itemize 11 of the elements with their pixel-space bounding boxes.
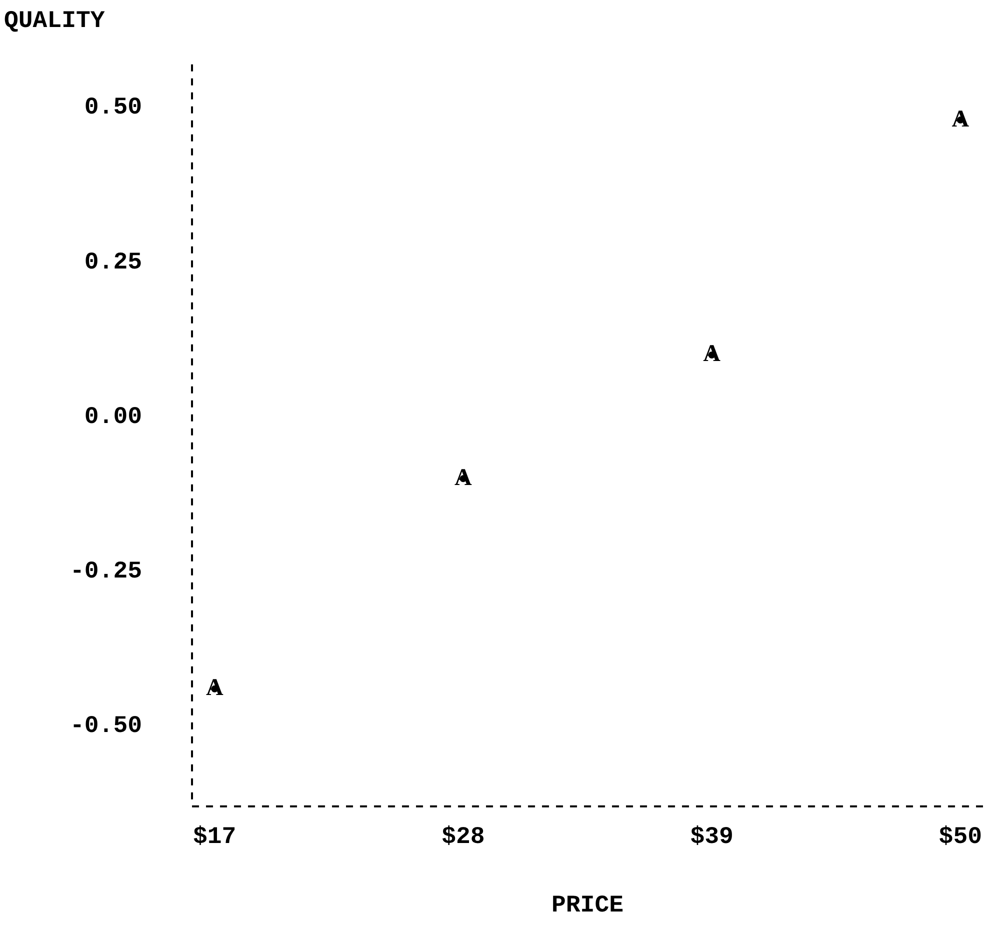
y-tick-label: 0.00 (84, 404, 142, 431)
y-tick-label: -0.25 (70, 558, 142, 586)
y-axis-title: QUALITY (4, 8, 105, 35)
y-tick-label: -0.50 (70, 713, 142, 740)
x-tick-label: $39 (690, 824, 734, 851)
x-tick-label: $17 (193, 824, 236, 851)
y-tick-label: 0.25 (84, 249, 142, 276)
x-tick-label: $50 (938, 824, 982, 851)
x-tick-label: $28 (442, 824, 485, 851)
y-tick-label: 0.50 (84, 94, 142, 122)
x-axis-title: PRICE (552, 892, 624, 920)
